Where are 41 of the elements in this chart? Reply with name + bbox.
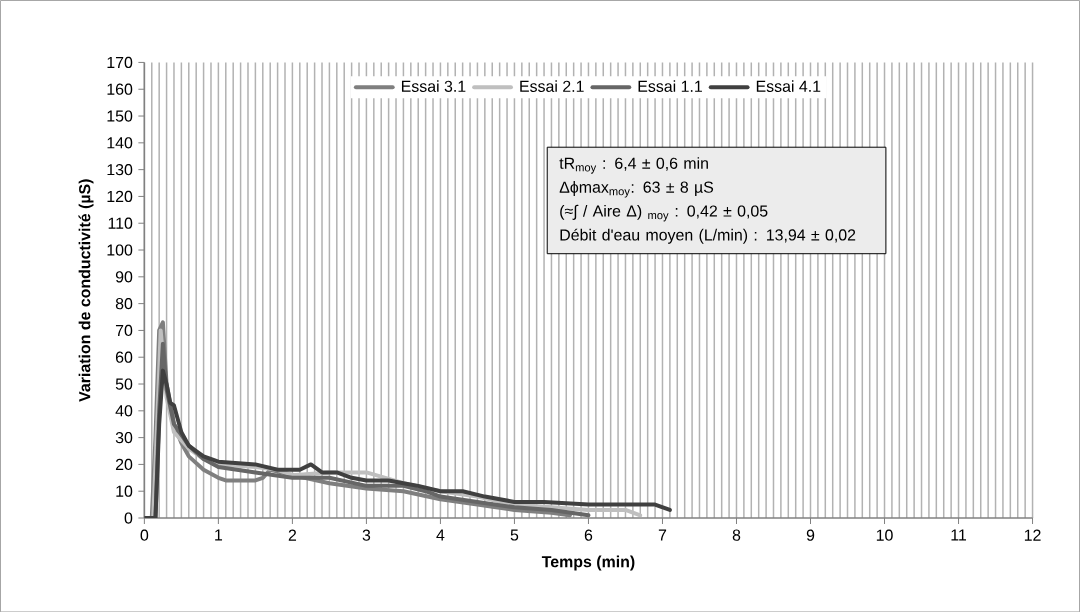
x-tick-label: 1 [215,529,223,541]
legend-label: Essai 3.1 [401,80,466,92]
y-tick-label: 110 [108,217,133,229]
x-tick-label: 12 [1024,529,1041,541]
y-tick-label: 120 [107,190,133,202]
x-tick-label: 11 [951,529,967,541]
x-tick-label: 6 [584,529,593,541]
y-tick-label: 50 [115,378,133,390]
y-tick-label: 0 [124,512,133,524]
y-tick-label: 70 [115,324,133,336]
y-tick-label: 150 [107,110,133,122]
y-tick-label: 10 [116,485,133,497]
annotation: Δϕmax$_{moy}$: 63 ± 8 µS [559,180,714,198]
y-tick-label: 40 [115,404,133,417]
x-tick-label: 3 [362,529,371,541]
y-tick-label: 170 [107,56,133,68]
y-tick-label: 130 [107,163,133,176]
x-tick-label: 9 [806,529,815,541]
x-tick-label: 4 [436,529,445,541]
legend-label: Essai 1.1 [638,80,702,92]
y-tick-label: 100 [107,244,133,256]
y-tick-label: 30 [115,431,133,444]
x-tick-label: 7 [658,529,667,541]
x-tick-label: 10 [876,529,893,541]
legend-label: Essai 4.1 [756,80,821,92]
x-tick-label: 2 [288,529,297,541]
y-tick-label: 20 [115,458,133,470]
x-tick-label: 0 [140,529,149,541]
y-tick-label: 60 [115,351,133,363]
annotation: tR$_{moy}$ : 6,4 ± 0,6 min [559,157,708,174]
x-axis-title: Temps (min) [541,555,635,571]
legend-label: Essai 2.1 [520,80,584,92]
y-tick-label: 160 [107,83,133,95]
y-tick-label: 80 [115,297,133,310]
annotation: Débit d'eau moyen (L/min) : 13,94 ± 0,02 [560,228,856,244]
x-tick-label: 8 [732,529,741,541]
x-tick-label: 5 [510,529,519,541]
annotation: (≈∫ / Aire Δ) $_{moy}$ : 0,42 ± 0,05 [560,204,768,222]
y-tick-label: 140 [107,137,133,149]
y-axis-title: Variation de conductivité (µS) [78,179,94,402]
y-tick-label: 90 [115,270,133,283]
